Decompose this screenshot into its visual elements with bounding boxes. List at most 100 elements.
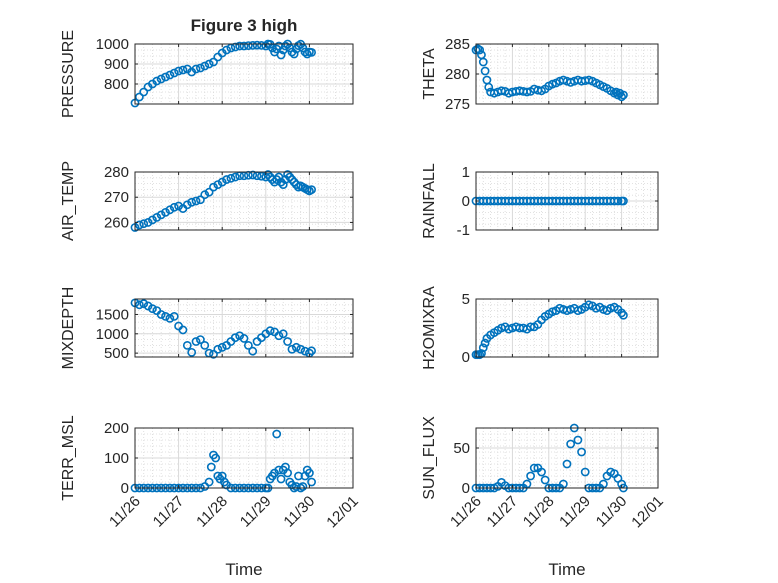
data-series-sun_flux xyxy=(471,423,628,493)
data-point xyxy=(134,300,144,310)
data-point xyxy=(562,459,572,469)
data-point xyxy=(152,76,162,86)
data-point xyxy=(287,344,297,354)
data-point xyxy=(272,429,282,439)
data-point xyxy=(161,207,170,217)
y-tick-label: -1 xyxy=(457,222,470,239)
data-point xyxy=(211,453,221,463)
data-point xyxy=(209,349,218,359)
data-point xyxy=(478,57,488,67)
data-point xyxy=(222,45,231,55)
subplot-air_temp: 260 270 280 AIR_TEMP xyxy=(60,161,354,241)
data-point xyxy=(156,74,166,84)
data-point xyxy=(276,474,286,484)
data-point xyxy=(239,41,249,51)
data-point xyxy=(480,338,490,348)
y-axis-label: PRESSURE xyxy=(60,30,77,118)
data-point xyxy=(252,40,262,50)
y-tick-label: 1000 xyxy=(96,36,129,53)
data-point xyxy=(265,326,275,336)
data-series-h2omixra xyxy=(471,300,628,360)
data-point xyxy=(213,180,223,190)
data-point xyxy=(522,87,532,97)
data-point xyxy=(243,41,253,50)
data-point xyxy=(480,66,490,76)
x-tick-label: 11/27 xyxy=(150,493,188,531)
data-point xyxy=(302,49,312,59)
data-point xyxy=(307,346,316,356)
data-point xyxy=(148,304,157,314)
data-point xyxy=(217,177,227,187)
data-point xyxy=(139,87,149,97)
data-point xyxy=(573,435,583,445)
x-axis-label: Time xyxy=(225,560,262,579)
data-point xyxy=(484,82,494,92)
data-series-mixdepth xyxy=(130,298,316,359)
data-point xyxy=(577,447,586,457)
y-tick-label: 0 xyxy=(462,480,470,497)
data-point xyxy=(278,180,288,190)
y-axis-label: RAINFALL xyxy=(421,163,438,239)
data-point xyxy=(200,482,210,491)
y-tick-label: 5 xyxy=(462,291,470,308)
y-tick-label: 0 xyxy=(121,480,129,497)
data-point xyxy=(529,463,539,473)
x-tick-label: 11/26 xyxy=(106,493,144,531)
data-point xyxy=(169,68,179,78)
y-axis-label: SUN_FLUX xyxy=(421,416,438,500)
data-point xyxy=(243,340,253,350)
subplot-rainfall: -1 0 1 RAINFALL xyxy=(421,163,659,239)
y-tick-label: 1000 xyxy=(96,326,129,343)
data-point xyxy=(161,72,170,82)
data-point xyxy=(281,41,290,51)
data-point xyxy=(283,337,292,346)
x-tick-label: 12/01 xyxy=(323,493,362,532)
data-point xyxy=(276,177,286,187)
x-tick-label: 11/30 xyxy=(280,493,318,531)
data-point xyxy=(195,63,205,73)
data-point xyxy=(148,215,157,225)
y-axis-label: MIXDEPTH xyxy=(60,287,77,370)
data-point xyxy=(178,325,188,335)
y-tick-label: 100 xyxy=(104,450,129,467)
subplot-theta: 275 280 285 THETA xyxy=(421,36,659,113)
data-point xyxy=(209,57,218,67)
data-point xyxy=(143,218,153,227)
y-tick-label: 200 xyxy=(104,420,129,437)
y-tick-label: 50 xyxy=(453,440,470,457)
data-point xyxy=(619,90,628,100)
data-point xyxy=(174,66,183,76)
data-series-pressure xyxy=(130,39,316,108)
data-point xyxy=(134,92,144,102)
axes-box xyxy=(475,427,659,489)
data-point xyxy=(156,310,166,319)
y-axis-label: THETA xyxy=(421,48,438,100)
y-tick-label: 1 xyxy=(462,164,470,181)
axes-box xyxy=(134,43,354,105)
subplot-sun_flux: 0 50 SUN_FLUX 11/2611/2711/2811/2911/3012/0… xyxy=(421,416,667,579)
data-point xyxy=(478,343,488,353)
subplot-mixdepth: 500 1000 1500 MIXDEPTH xyxy=(60,287,354,370)
y-tick-label: 0 xyxy=(462,193,470,210)
x-axis-label: Time xyxy=(548,560,585,579)
x-tick-label: 11/26 xyxy=(447,493,485,531)
data-point xyxy=(263,170,273,179)
data-point xyxy=(174,201,183,211)
y-axis-label: AIR_TEMP xyxy=(60,161,77,241)
data-point xyxy=(230,42,240,52)
data-point xyxy=(191,337,201,346)
data-point xyxy=(187,347,197,357)
y-tick-label: 270 xyxy=(104,189,129,206)
data-point xyxy=(307,185,316,195)
data-point xyxy=(566,439,576,449)
data-point xyxy=(195,335,205,344)
data-point xyxy=(298,482,308,491)
axes-box xyxy=(475,298,659,358)
y-tick-label: 1500 xyxy=(96,306,129,323)
data-point xyxy=(272,175,282,184)
y-tick-label: 275 xyxy=(445,96,470,113)
subplot-pressure: 800 900 1000 PRESSURE xyxy=(60,30,354,118)
data-point xyxy=(204,477,214,487)
data-point xyxy=(222,175,231,184)
